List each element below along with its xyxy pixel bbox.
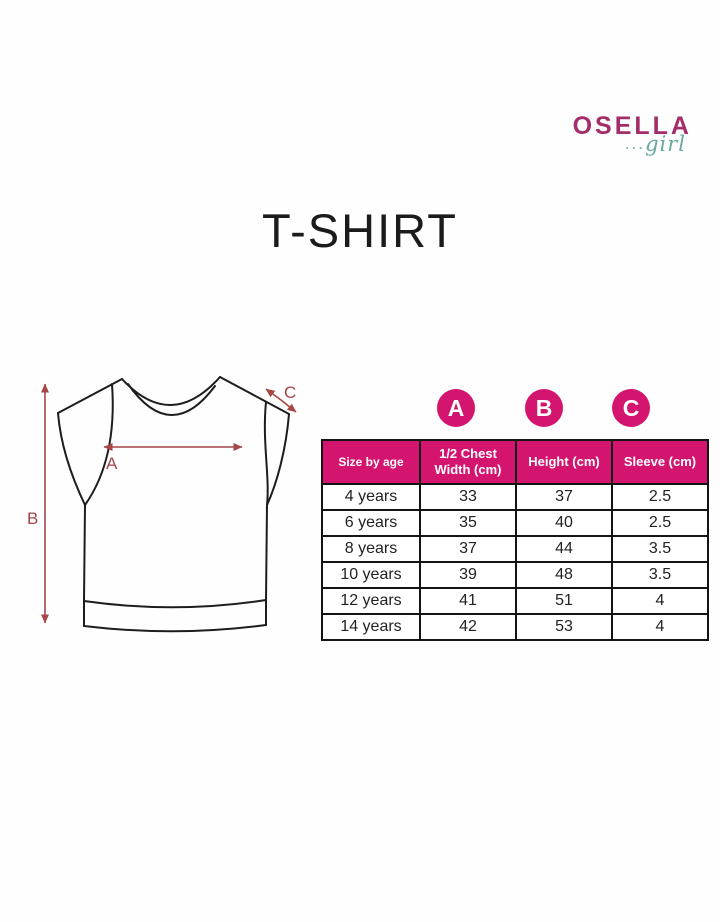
table-cell: 2.5 — [611, 483, 709, 511]
table-row: 4 years 33 37 2.5 — [321, 483, 709, 511]
right-sleeve-seam-line — [263, 401, 269, 506]
table-cell: 39 — [419, 561, 517, 589]
header-size-by-age: Size by age — [321, 439, 421, 485]
table-cell: 4 — [611, 613, 709, 641]
tshirt-outline — [57, 376, 290, 633]
brand-name: OSELLA — [572, 112, 692, 140]
table-cell: 3.5 — [611, 561, 709, 589]
table-cell: 37 — [515, 483, 613, 511]
left-sleeve-outer-line — [57, 412, 86, 506]
table-cell: 4 — [611, 587, 709, 615]
brand-sub-line: ...girl — [573, 134, 692, 155]
table-cell: 2.5 — [611, 509, 709, 537]
table-cell: 33 — [419, 483, 517, 511]
table-row: 8 years 37 44 3.5 — [321, 535, 709, 563]
page-title: T-SHIRT — [262, 204, 458, 257]
brand-dots: ... — [624, 135, 646, 153]
table-cell: 40 — [515, 509, 613, 537]
hem-top-line — [83, 599, 267, 609]
key-circle-b: B — [525, 389, 563, 427]
size-table-body: 4 years 33 37 2.5 6 years 35 40 2.5 8 years 37 44 3… — [321, 483, 709, 641]
label-b: B — [27, 509, 38, 528]
key-circle-a: A — [437, 389, 475, 427]
collar-inner-line — [127, 383, 216, 416]
table-cell: 6 years — [321, 509, 421, 537]
size-table: Size by age 1/2 Chest Width (cm) Height … — [321, 439, 709, 641]
left-sleeve-seam-line — [84, 383, 114, 506]
measurement-labels: A B C — [27, 383, 296, 528]
table-cell: 48 — [515, 561, 613, 589]
left-body-line — [83, 504, 86, 602]
table-cell: 41 — [419, 587, 517, 615]
right-body-line — [265, 504, 268, 601]
table-cell: 44 — [515, 535, 613, 563]
key-circle-c: C — [612, 389, 650, 427]
measurement-arrows — [41, 383, 297, 624]
sleeve-arrow — [265, 388, 297, 413]
hem-bottom-line — [83, 624, 267, 633]
table-cell: 53 — [515, 613, 613, 641]
right-sleeve-outer-line — [266, 413, 290, 506]
header-sleeve: Sleeve (cm) — [611, 439, 709, 485]
label-c: C — [284, 383, 296, 402]
header-chest-width: 1/2 Chest Width (cm) — [419, 439, 517, 485]
label-a: A — [106, 454, 118, 473]
header-height: Height (cm) — [515, 439, 613, 485]
table-cell: 10 years — [321, 561, 421, 589]
brand-sub-name: girl — [645, 132, 686, 156]
table-row: 6 years 35 40 2.5 — [321, 509, 709, 537]
table-cell: 51 — [515, 587, 613, 615]
table-cell: 42 — [419, 613, 517, 641]
table-cell: 4 years — [321, 483, 421, 511]
table-row: 12 years 41 51 4 — [321, 587, 709, 615]
table-cell: 37 — [419, 535, 517, 563]
size-table-header-row: Size by age 1/2 Chest Width (cm) Height … — [321, 439, 709, 485]
table-cell: 3.5 — [611, 535, 709, 563]
table-row: 14 years 42 53 4 — [321, 613, 709, 641]
table-cell: 12 years — [321, 587, 421, 615]
table-cell: 14 years — [321, 613, 421, 641]
right-shoulder-line — [219, 376, 290, 415]
collar-outer-line — [121, 376, 221, 406]
table-row: 10 years 39 48 3.5 — [321, 561, 709, 589]
size-table-head: Size by age 1/2 Chest Width (cm) Height … — [321, 439, 709, 485]
table-cell: 8 years — [321, 535, 421, 563]
tshirt-measurement-diagram: A B C — [27, 376, 297, 633]
brand-logo: OSELLA ...girl — [573, 114, 692, 155]
table-cell: 35 — [419, 509, 517, 537]
